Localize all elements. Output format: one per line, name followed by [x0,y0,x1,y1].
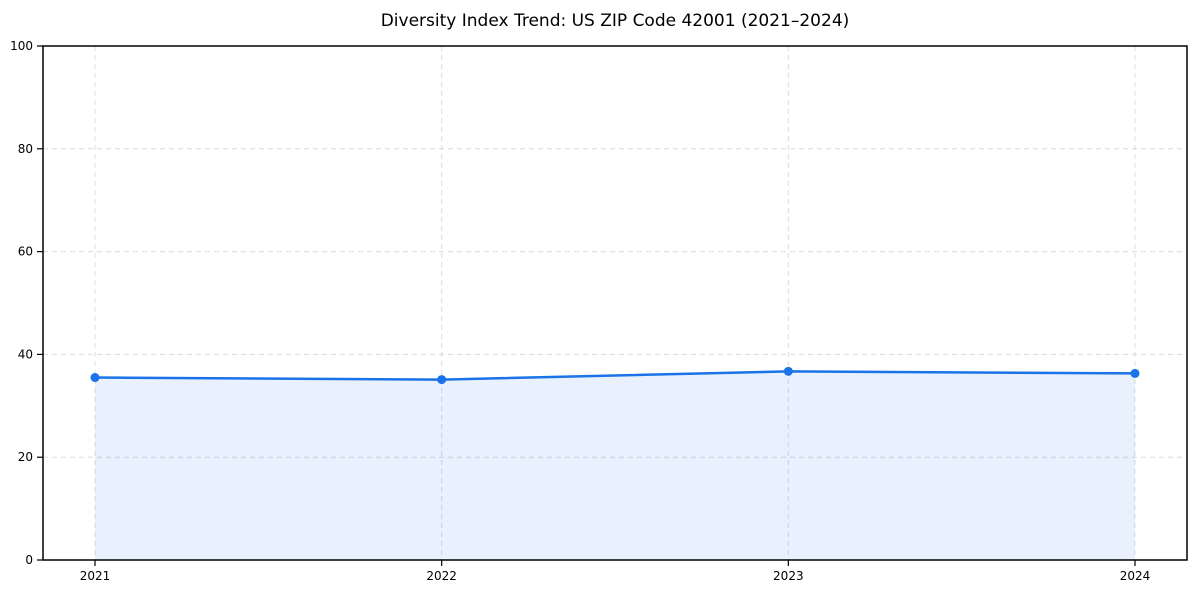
data-point-marker-2022 [437,375,447,385]
y-tick-label-40: 40 [18,347,33,361]
plot-border [42,45,1188,561]
x-tick-label-2023: 2023 [773,569,804,583]
data-point-marker-2024 [1130,368,1140,378]
y-tick-label-60: 60 [18,245,33,259]
y-tick-label-100: 100 [10,39,33,53]
chart-title: Diversity Index Trend: US ZIP Code 42001… [380,11,850,31]
y-tick-label-20: 20 [18,450,33,464]
data-point-marker-2021 [90,373,100,383]
x-tick-label-2021: 2021 [80,569,111,583]
x-tick-label-2022: 2022 [426,569,457,583]
y-tick-label-80: 80 [18,142,33,156]
x-tick-label-2024: 2024 [1120,569,1151,583]
area-fill [95,371,1135,560]
trend-line [93,370,1137,381]
y-tick-label-0: 0 [25,553,33,567]
data-point-marker-2023 [783,366,793,376]
